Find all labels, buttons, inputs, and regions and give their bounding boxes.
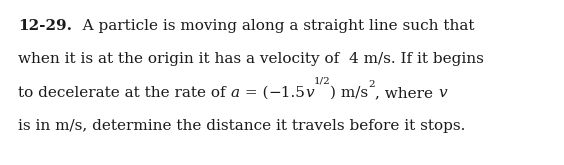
Text: , where: , where	[375, 86, 438, 100]
Text: A particle is moving along a straight line such that: A particle is moving along a straight li…	[68, 19, 474, 33]
Text: 1/2: 1/2	[314, 77, 331, 86]
Text: when it is at the origin it has a velocity of  4 m/s. If it begins: when it is at the origin it has a veloci…	[18, 52, 484, 66]
Text: ) m/s: ) m/s	[331, 86, 368, 100]
Text: a: a	[231, 86, 240, 100]
Text: 12-29.: 12-29.	[18, 19, 72, 33]
Text: v: v	[438, 86, 447, 100]
Text: = (: = (	[240, 86, 268, 100]
Text: v: v	[305, 86, 314, 100]
Text: 2: 2	[368, 80, 375, 89]
Text: is in m/s, determine the distance it travels before it stops.: is in m/s, determine the distance it tra…	[18, 119, 465, 133]
Text: −1.5: −1.5	[268, 86, 305, 100]
Text: to decelerate at the rate of: to decelerate at the rate of	[18, 86, 231, 100]
